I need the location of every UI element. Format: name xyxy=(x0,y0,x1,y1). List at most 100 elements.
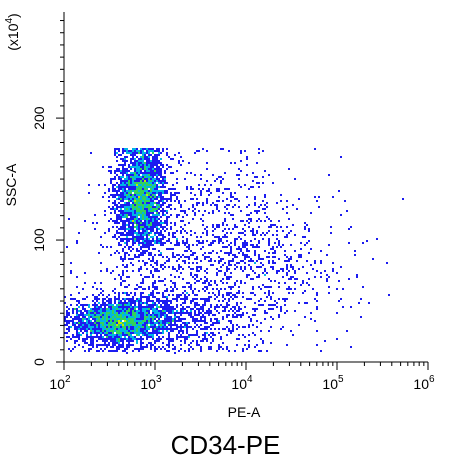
event-dot xyxy=(134,166,136,168)
event-dot xyxy=(194,326,196,328)
event-dot xyxy=(122,220,124,222)
event-dot xyxy=(142,334,144,336)
event-dot xyxy=(156,188,158,190)
event-dot xyxy=(188,322,190,324)
event-dot xyxy=(196,268,198,270)
event-dot xyxy=(138,168,140,170)
event-dot xyxy=(182,306,184,308)
y-tick-label: 0 xyxy=(31,358,47,366)
event-dot xyxy=(234,264,236,266)
event-dot xyxy=(142,176,144,178)
event-dot xyxy=(218,344,220,346)
event-dot xyxy=(142,232,144,234)
event-dot xyxy=(70,262,72,264)
event-dot xyxy=(110,336,112,338)
event-dot xyxy=(200,242,202,244)
event-dot xyxy=(120,302,122,304)
event-dot xyxy=(104,332,106,334)
event-dot xyxy=(184,230,186,232)
event-dot xyxy=(176,178,178,180)
event-dot xyxy=(92,332,94,334)
event-dot xyxy=(130,166,132,168)
event-dot xyxy=(118,252,120,254)
event-dot xyxy=(76,340,78,342)
event-dot xyxy=(196,318,198,320)
event-dot xyxy=(152,334,154,336)
event-dot xyxy=(156,154,158,156)
event-dot xyxy=(114,302,116,304)
event-dot xyxy=(144,244,146,246)
event-dot xyxy=(110,194,112,196)
event-dot xyxy=(146,174,148,176)
event-dot xyxy=(102,196,104,198)
event-dot xyxy=(342,288,344,290)
event-dot xyxy=(190,288,192,290)
event-dot xyxy=(162,342,164,344)
event-dot xyxy=(214,334,216,336)
event-dot xyxy=(112,184,114,186)
event-dot xyxy=(222,148,224,150)
event-dot xyxy=(160,338,162,340)
event-dot xyxy=(206,322,208,324)
event-dot xyxy=(188,334,190,336)
event-dot xyxy=(206,168,208,170)
event-dot xyxy=(116,218,118,220)
event-dot xyxy=(160,168,162,170)
event-dot xyxy=(180,232,182,234)
event-dot xyxy=(176,260,178,262)
event-dot xyxy=(138,178,140,180)
event-dot xyxy=(88,322,90,324)
event-dot xyxy=(142,296,144,298)
event-dot xyxy=(290,256,292,258)
event-dot xyxy=(112,320,114,322)
event-dot xyxy=(162,244,164,246)
event-dot xyxy=(158,170,160,172)
event-dot xyxy=(178,312,180,314)
event-dot xyxy=(126,180,128,182)
event-dot xyxy=(356,276,358,278)
event-dot xyxy=(276,230,278,232)
event-dot xyxy=(110,308,112,310)
event-dot xyxy=(144,198,146,200)
event-dot xyxy=(154,348,156,350)
event-dot xyxy=(182,286,184,288)
event-dot xyxy=(96,296,98,298)
event-dot xyxy=(90,314,92,316)
event-dot xyxy=(124,292,126,294)
event-dot xyxy=(134,212,136,214)
event-dot xyxy=(134,182,136,184)
event-dot xyxy=(182,220,184,222)
event-dot xyxy=(200,260,202,262)
event-dot xyxy=(192,276,194,278)
event-dot xyxy=(146,276,148,278)
event-dot xyxy=(128,222,130,224)
event-dot xyxy=(120,328,122,330)
event-dot xyxy=(124,204,126,206)
event-dot xyxy=(128,204,130,206)
event-dot xyxy=(232,330,234,332)
event-dot xyxy=(132,318,134,320)
event-dot xyxy=(138,300,140,302)
event-dot xyxy=(302,280,304,282)
event-dot xyxy=(146,234,148,236)
event-dot xyxy=(292,268,294,270)
event-dot xyxy=(262,258,264,260)
event-dot xyxy=(228,298,230,300)
event-dot xyxy=(90,312,92,314)
event-dot xyxy=(138,330,140,332)
event-dot xyxy=(120,240,122,242)
event-dot xyxy=(210,346,212,348)
event-dot xyxy=(70,350,72,352)
event-dot xyxy=(188,246,190,248)
event-dot xyxy=(66,246,68,248)
event-dot xyxy=(168,240,170,242)
event-dot xyxy=(142,188,144,190)
event-dot xyxy=(64,296,66,298)
event-dot xyxy=(152,186,154,188)
event-dot xyxy=(116,226,118,228)
event-dot xyxy=(132,174,134,176)
event-dot xyxy=(168,300,170,302)
event-dot xyxy=(208,308,210,310)
event-dot xyxy=(156,238,158,240)
event-dot xyxy=(166,288,168,290)
